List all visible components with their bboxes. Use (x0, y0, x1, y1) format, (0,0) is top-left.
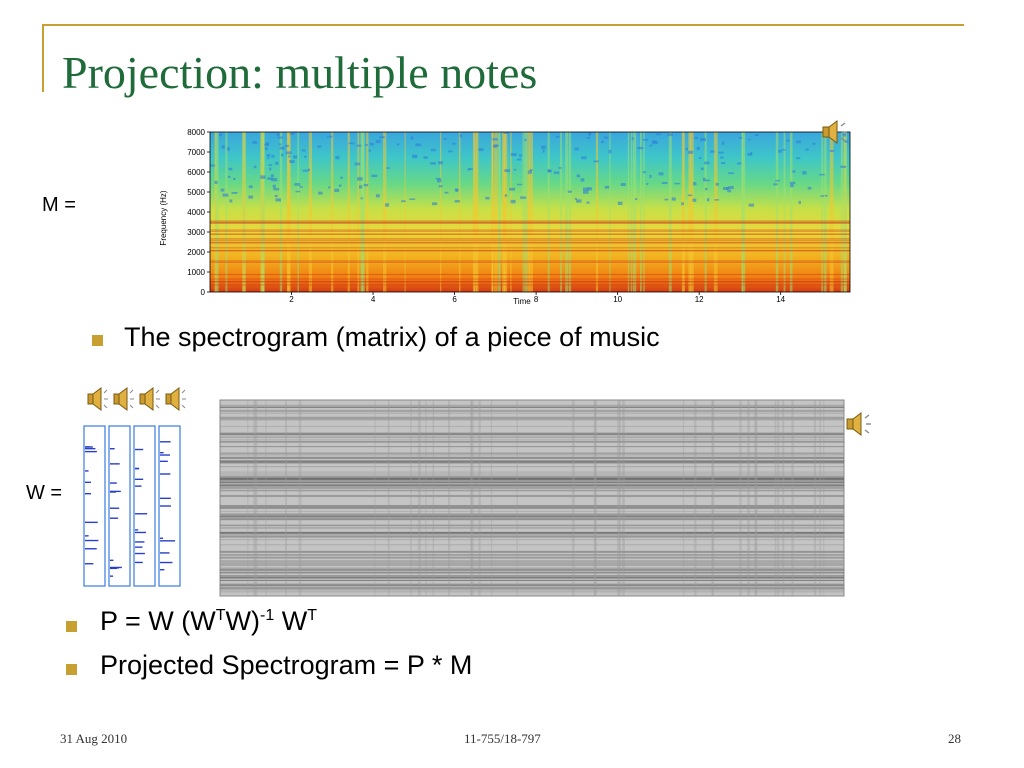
bullet-spectrogram-text: The spectrogram (matrix) of a piece of m… (124, 322, 660, 352)
spectrogram-image (210, 132, 850, 292)
projected-spectrogram (219, 399, 845, 597)
spectrogram-y-tick: 1000 (187, 268, 205, 277)
formula-sup-t2: T (307, 607, 318, 624)
note-column (158, 425, 181, 587)
spectrogram-x-tick: 10 (613, 295, 622, 304)
m-label: M = (42, 194, 76, 216)
bullet-projection-formula: P = W (WTW)-1 WT (100, 606, 317, 637)
spectrogram-plot: 0 1000 2000 3000 4000 5000 6000 7000 8000 2 4 6 8 10 1… (159, 128, 851, 306)
spectrogram-x-tick: 2 (289, 295, 294, 304)
speaker-icon[interactable] (844, 410, 874, 438)
bullet-marker (92, 335, 103, 346)
spectrogram-y-tick: 4000 (187, 208, 205, 217)
frame-left-line (42, 24, 44, 92)
spectrogram-y-tick: 6000 (187, 168, 205, 177)
bullet-marker (66, 621, 77, 632)
speaker-icon[interactable] (820, 118, 850, 146)
spectrogram-y-tick: 2000 (187, 248, 205, 257)
speaker-icon[interactable] (165, 387, 186, 411)
note-column (83, 425, 106, 587)
spectrogram-x-tick: 4 (371, 295, 376, 304)
frame-top-line (42, 24, 964, 26)
speaker-icon[interactable] (113, 387, 134, 411)
spectrogram-y-tick: 0 (201, 288, 206, 297)
note-column (108, 425, 131, 587)
footer-page-number: 28 (948, 731, 961, 746)
footer-date: 31 Aug 2010 (60, 731, 128, 746)
spectrogram-y-tick: 8000 (187, 128, 205, 137)
speaker-icons-group (87, 387, 186, 411)
formula-mid: W) (225, 606, 261, 636)
spectrogram-x-tick: 14 (776, 295, 785, 304)
bullet-projected-spectrogram-text: Projected Spectrogram = P * M (100, 650, 473, 680)
spectrogram-y-tick: 7000 (187, 148, 205, 157)
spectrogram-y-tick: 3000 (187, 228, 205, 237)
spectrogram-ylabel: Frequency (Hz) (159, 190, 168, 245)
formula-sup-inverse: -1 (260, 607, 275, 624)
w-label: W = (26, 482, 63, 504)
w-matrix (83, 425, 181, 587)
spectrogram-xlabel: Time (513, 297, 531, 306)
bullet-marker (66, 664, 77, 675)
spectrogram-x-tick: 8 (534, 295, 539, 304)
note-column (133, 425, 156, 587)
slide-title: Projection: multiple notes (62, 47, 538, 98)
formula-sup-t: T (215, 607, 226, 624)
spectrogram-x-tick: 6 (452, 295, 457, 304)
formula-w: W (274, 606, 308, 636)
formula-prefix: P = W (W (100, 606, 216, 636)
speaker-icon[interactable] (87, 387, 108, 411)
spectrogram-x-tick: 12 (695, 295, 704, 304)
footer-course: 11-755/18-797 (464, 731, 541, 746)
speaker-icon[interactable] (139, 387, 160, 411)
spectrogram-y-tick: 5000 (187, 188, 205, 197)
